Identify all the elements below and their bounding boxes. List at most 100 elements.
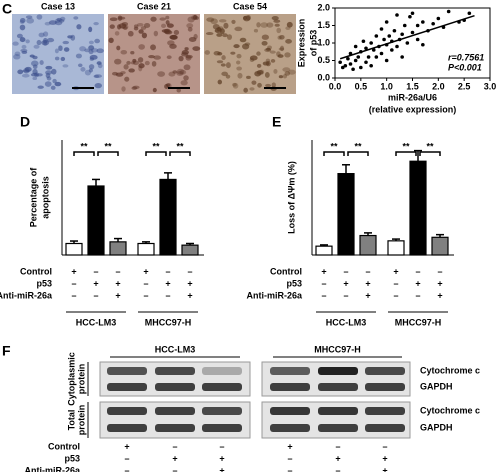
point: [348, 62, 353, 66]
nucleus: [54, 48, 59, 54]
nucleus: [21, 73, 30, 78]
group-label: MHCC97-H: [395, 317, 442, 327]
nucleus: [232, 82, 237, 87]
row-group-label: protein: [76, 364, 86, 395]
bar: [159, 178, 177, 256]
nucleus: [121, 86, 126, 92]
nucleus: [165, 15, 170, 20]
trend-line: [339, 14, 475, 60]
nucleus: [62, 40, 70, 45]
blot-band: [365, 383, 405, 391]
nucleus: [193, 14, 198, 20]
nucleus: [127, 30, 134, 37]
x-tick-label: 0.0: [329, 81, 342, 91]
condition-sign: +: [321, 266, 326, 276]
condition-sign: –: [393, 278, 398, 288]
nucleus: [93, 74, 100, 79]
nucleus: [212, 23, 220, 30]
nucleus: [96, 61, 102, 65]
point: [351, 67, 355, 72]
nucleus: [204, 50, 211, 55]
condition-sign: +: [115, 278, 120, 288]
nucleus: [121, 24, 129, 30]
micrograph-title: Case 13: [41, 1, 75, 11]
condition-sign: +: [219, 465, 224, 472]
nucleus: [108, 37, 114, 44]
nucleus: [161, 23, 167, 29]
nucleus: [90, 48, 99, 53]
nucleus: [109, 17, 118, 22]
blot-band: [155, 424, 195, 432]
point: [387, 34, 392, 38]
y-axis-label: Expression: [296, 19, 306, 68]
nucleus: [26, 17, 35, 24]
nucleus: [244, 42, 251, 46]
point: [366, 55, 371, 59]
nucleus: [261, 34, 269, 40]
bar: [337, 173, 355, 256]
nucleus: [165, 20, 170, 25]
panel-label: C: [2, 1, 12, 17]
nucleus: [234, 26, 243, 32]
blot-band: [365, 424, 405, 432]
nucleus: [52, 78, 57, 84]
nucleus: [19, 20, 25, 25]
condition-label: Control: [20, 266, 52, 276]
nucleus: [120, 49, 128, 55]
y-axis-label: Loss of ΔΨm (%): [286, 161, 296, 234]
nucleus: [132, 58, 137, 63]
nucleus: [54, 56, 60, 61]
condition-sign: –: [93, 266, 98, 276]
point: [400, 55, 404, 59]
nucleus: [256, 51, 261, 56]
point: [338, 60, 342, 65]
y-tick-label: 0.0: [317, 72, 330, 82]
nucleus: [88, 68, 93, 73]
point: [371, 48, 376, 52]
nucleus: [222, 33, 228, 38]
nucleus: [14, 51, 21, 57]
nucleus: [225, 62, 231, 69]
nucleus: [269, 50, 276, 54]
band-label: GAPDH: [420, 422, 453, 432]
nucleus: [76, 24, 82, 30]
nucleus: [96, 48, 104, 54]
point: [390, 48, 394, 52]
nucleus: [172, 70, 178, 74]
significance-label: **: [104, 141, 112, 151]
significance-bracket: [323, 151, 345, 156]
group-label: MHCC97-H: [314, 344, 361, 354]
nucleus: [153, 30, 159, 37]
nucleus: [45, 65, 53, 70]
nucleus: [260, 22, 269, 28]
panel-label: D: [20, 114, 30, 130]
condition-sign: +: [172, 453, 177, 463]
x-axis-label: (relative expression): [369, 104, 457, 114]
point: [421, 42, 425, 47]
point: [384, 20, 389, 24]
nucleus: [221, 55, 226, 61]
nucleus: [282, 74, 288, 79]
condition-sign: +: [93, 278, 98, 288]
point: [421, 20, 425, 24]
bar: [137, 242, 155, 256]
point: [467, 11, 472, 16]
nucleus: [54, 81, 62, 87]
nucleus: [19, 24, 26, 31]
point: [415, 37, 420, 42]
point: [379, 51, 384, 56]
nucleus: [251, 80, 257, 85]
condition-sign: –: [335, 441, 340, 451]
panel-label: E: [272, 114, 281, 130]
nucleus: [94, 74, 102, 78]
condition-sign: –: [71, 278, 76, 288]
nucleus: [128, 68, 135, 73]
nucleus: [286, 21, 293, 28]
significance-label: **: [330, 141, 338, 151]
blot-band: [270, 424, 310, 432]
nucleus: [124, 76, 130, 82]
nucleus: [236, 60, 241, 65]
nucleus: [118, 23, 127, 29]
nucleus: [282, 67, 291, 72]
significance-label: **: [354, 141, 362, 151]
